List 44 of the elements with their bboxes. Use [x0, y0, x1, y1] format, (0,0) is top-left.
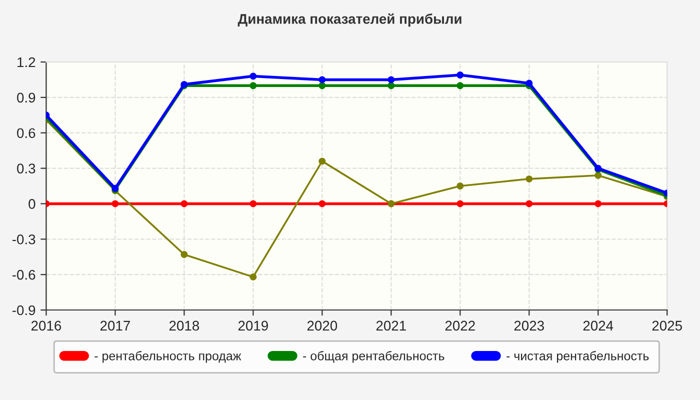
legend-label: - чистая рентабельность [506, 351, 649, 363]
x-tick-label: 2025 [652, 320, 682, 331]
y-tick-label: 1.2 [18, 57, 36, 68]
point [594, 200, 602, 208]
x-tick-label: 2019 [238, 320, 268, 331]
legend-label: - общая рентабельность [303, 351, 444, 363]
x-tick-label: 2022 [445, 320, 475, 331]
x-tick-label: 2021 [376, 320, 406, 331]
point [250, 82, 257, 90]
point [594, 172, 602, 179]
point [526, 80, 533, 87]
point [388, 82, 395, 90]
point [456, 182, 464, 190]
point [180, 200, 188, 208]
point [318, 82, 326, 90]
point [526, 200, 533, 208]
point [180, 251, 188, 258]
x-tick-label: 2016 [31, 320, 62, 331]
x-tick-label: 2017 [100, 320, 130, 331]
point [250, 200, 257, 208]
x-tick-label: 2020 [307, 320, 338, 331]
x-tick-label: 2018 [169, 320, 200, 331]
point [388, 76, 395, 84]
y-tick-label: 0.9 [17, 92, 36, 103]
point [112, 200, 119, 208]
point [526, 175, 533, 182]
point [250, 72, 257, 80]
point [456, 72, 464, 78]
point [456, 82, 464, 90]
chart-title: Динамика показателей прибыли [238, 13, 462, 27]
y-tick-label: 0.3 [17, 164, 36, 174]
point [456, 200, 464, 208]
point [318, 76, 326, 84]
x-tick-label: 2024 [583, 320, 614, 331]
point [250, 273, 257, 280]
y-tick-label: 0 [28, 199, 36, 209]
y-tick-label: -0.9 [12, 305, 36, 316]
y-tick-label: -0.6 [12, 270, 36, 280]
y-tick-label: -0.3 [12, 234, 36, 244]
x-tick-label: 2023 [514, 320, 544, 331]
point [318, 158, 326, 165]
legend-label: - рентабельность продаж [94, 351, 242, 363]
y-tick-label: 0.6 [17, 128, 36, 138]
point [318, 200, 326, 208]
